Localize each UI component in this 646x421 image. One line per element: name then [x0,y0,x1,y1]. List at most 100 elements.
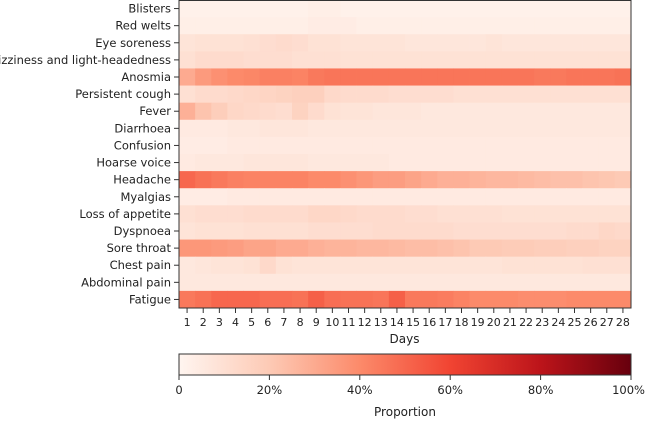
heatmap-cell [324,256,341,275]
heatmap-cell [566,85,583,104]
heatmap-cell [453,51,470,69]
heatmap-cell [388,85,406,104]
heatmap-cell [469,154,487,172]
heatmap-cell [598,188,616,206]
heatmap-cell [598,85,616,104]
heatmap-cell [485,273,503,292]
heatmap-cell [259,171,277,189]
day-label: 14 [390,316,404,329]
heatmap-cell [324,17,341,35]
day-label: 9 [313,316,320,329]
heatmap-cell [421,188,438,206]
heatmap-cell [259,136,277,155]
symptom-label: Dyspnoea [114,224,171,238]
heatmap-cell [485,17,503,35]
heatmap-cell [308,273,325,292]
heatmap-cell [356,34,374,52]
day-label: 2 [200,316,207,329]
heatmap-cell [534,222,551,240]
heatmap-cell [179,171,196,189]
heatmap-cell [356,154,374,172]
symptom-label: Confusion [114,138,171,152]
heatmap-cell [437,51,454,69]
heatmap-cell [550,171,567,189]
heatmap-cell [275,273,293,292]
heatmap-cell [566,136,583,155]
heatmap-cell [405,154,422,172]
heatmap-cell [598,256,616,275]
heatmap-cell [211,290,228,309]
heatmap-cell [550,0,567,18]
heatmap-cell [227,273,244,292]
colorbar-tick-label: 80% [528,383,554,397]
heatmap-cell [308,205,325,223]
heatmap-cell [614,119,632,138]
day-label: 23 [535,316,549,329]
heatmap-cell [324,188,341,206]
day-label: 25 [568,316,582,329]
heatmap-cell [421,239,438,258]
heatmap-cell [308,154,325,172]
heatmap-cell [598,171,616,189]
heatmap-cell [421,290,438,309]
heatmap-cell [195,136,212,155]
heatmap-cell [534,0,551,18]
heatmap-cell [227,0,244,18]
heatmap-cell [275,171,293,189]
heatmap-cell [550,68,567,86]
heatmap-cell [453,239,470,258]
day-label: 5 [248,316,255,329]
day-label: 13 [374,316,388,329]
heatmap-cell [292,205,309,223]
heatmap-cell [372,222,390,240]
heatmap-cell [453,290,470,309]
heatmap-cell [340,222,357,240]
day-label: 10 [325,316,339,329]
heatmap-cell [179,290,196,309]
heatmap-cell [292,290,309,309]
heatmap-cell [614,68,632,86]
heatmap-cell [388,188,406,206]
heatmap-cell [614,34,632,52]
heatmap-cell [227,154,244,172]
heatmap-cell [292,102,309,121]
heatmap-cell [340,136,357,155]
heatmap-cell [179,34,196,52]
heatmap-cell [388,256,406,275]
heatmap-cell [243,102,261,121]
day-label: 19 [471,316,485,329]
heatmap-cell [534,17,551,35]
heatmap-cell [179,273,196,292]
heatmap-cell [372,273,390,292]
colorbar-tick-label: 0 [175,383,182,397]
heatmap-cell [356,51,374,69]
heatmap-cell [501,17,519,35]
heatmap-cell [388,239,406,258]
heatmap-cell [211,119,228,138]
heatmap-cell [195,188,212,206]
heatmap-cell [566,154,583,172]
heatmap-cell [534,85,551,104]
symptom-label: Dizziness and light-headedness [0,53,171,67]
heatmap-cell [550,239,567,258]
heatmap-cell [485,119,503,138]
heatmap-cell [534,102,551,121]
heatmap-cell [485,256,503,275]
heatmap-cell [195,256,212,275]
heatmap-cell [534,51,551,69]
heatmap-cell [437,188,454,206]
heatmap-cell [324,102,341,121]
heatmap-cell [211,136,228,155]
heatmap-cell [308,51,325,69]
heatmap-cell [308,34,325,52]
heatmap-cell [243,205,261,223]
heatmap-cell [292,222,309,240]
heatmap-cell [195,68,212,86]
heatmap-cell [518,17,535,35]
heatmap-cell [308,119,325,138]
heatmap-cell [550,85,567,104]
heatmap-cell [485,51,503,69]
heatmap-cell [372,171,390,189]
heatmap-cell [340,68,357,86]
heatmap-axes [174,0,632,313]
